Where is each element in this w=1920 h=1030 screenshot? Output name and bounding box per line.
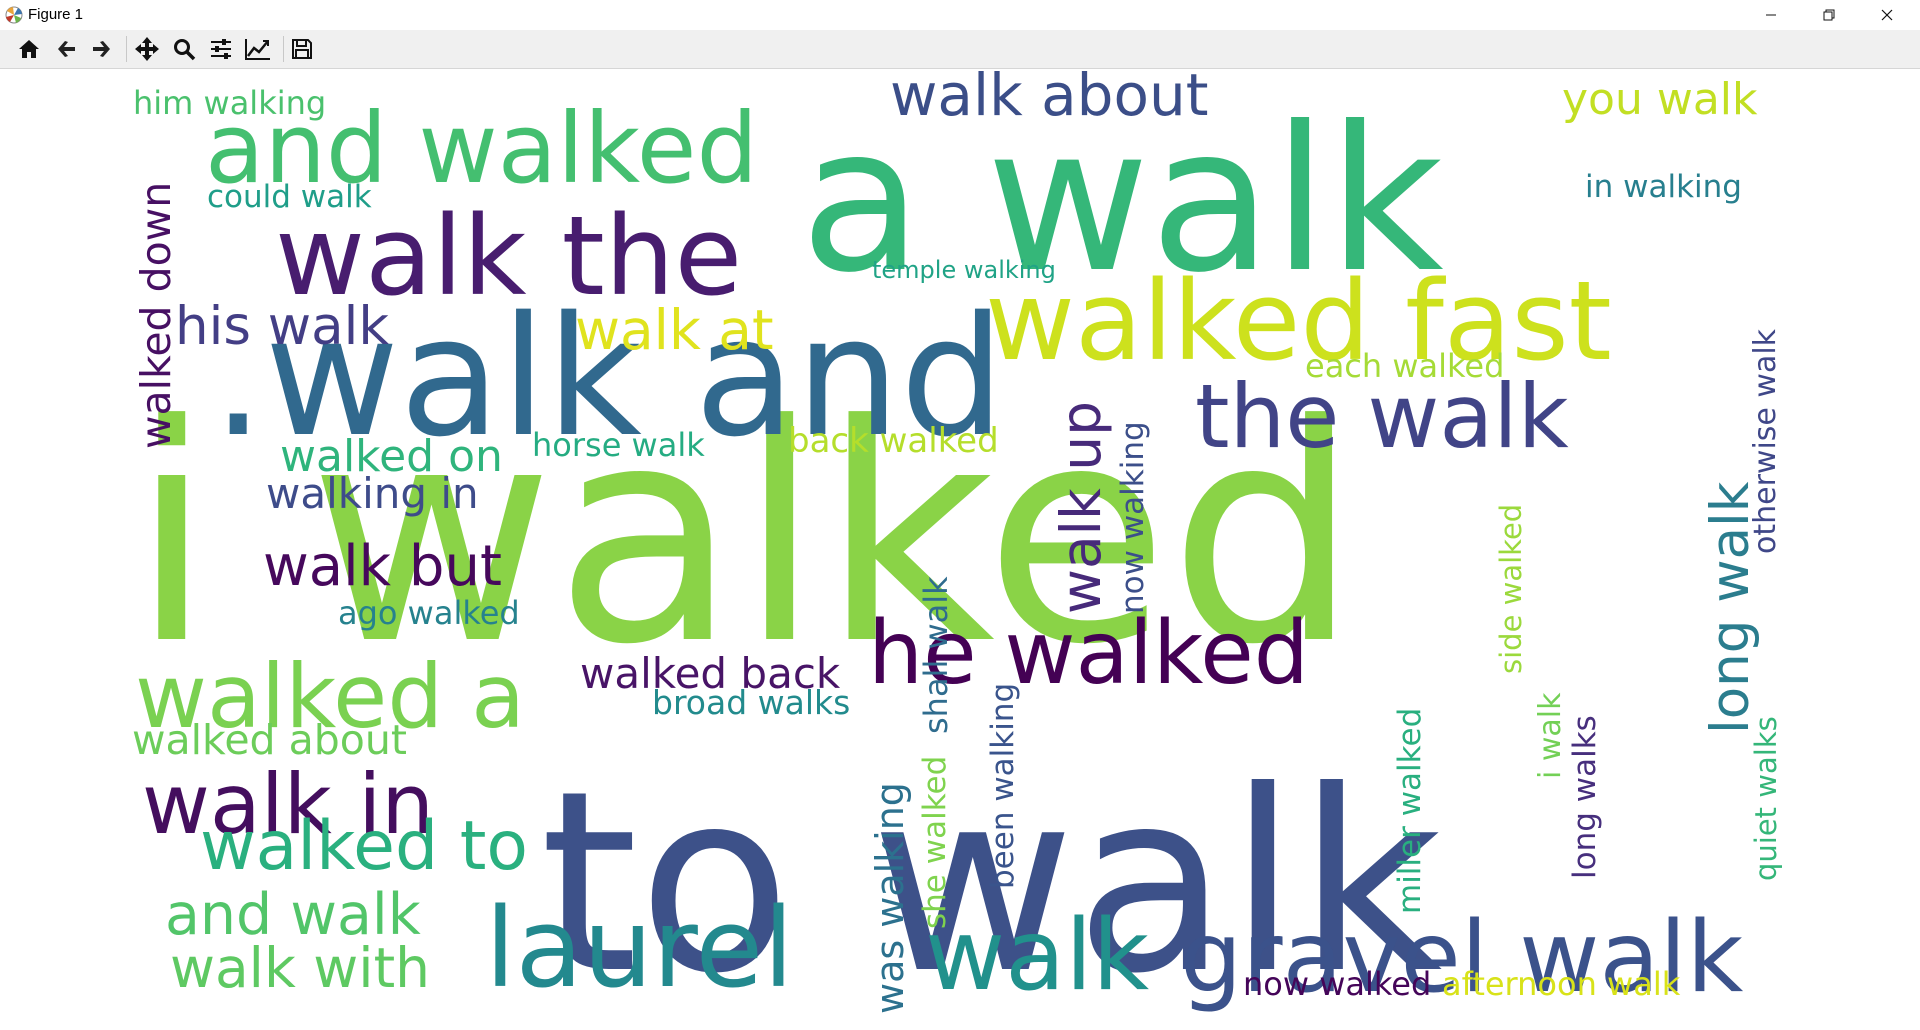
- word-cloud-word: walked down: [132, 182, 180, 449]
- word-cloud-word: walk: [925, 899, 1149, 1013]
- sliders-icon: [211, 39, 231, 59]
- title-bar: Figure 1: [0, 0, 1920, 30]
- word-cloud-word: now walked: [1243, 965, 1431, 1003]
- word-cloud-word: could walk: [207, 179, 372, 215]
- word-cloud-word: walk about: [890, 69, 1208, 129]
- pan-button[interactable]: [131, 33, 163, 65]
- word-cloud-word: walked back: [580, 649, 841, 698]
- minimize-button[interactable]: [1742, 0, 1800, 30]
- word-cloud-word: miller walked: [1392, 708, 1428, 914]
- window-title: Figure 1: [28, 6, 84, 23]
- word-cloud-word: the walk: [1195, 365, 1569, 468]
- navigation-toolbar: [0, 30, 1920, 69]
- word-cloud-word: in walking: [1585, 169, 1742, 205]
- word-cloud-word: walking in: [266, 469, 479, 518]
- magnifier-icon: [174, 39, 196, 61]
- figure-canvas[interactable]: i walked to walk a walk .walk and walked fas…: [0, 69, 1920, 1030]
- word-cloud-word: walk with: [170, 936, 430, 1000]
- close-icon: [1881, 9, 1893, 21]
- restore-icon: [1823, 9, 1835, 21]
- save-button[interactable]: [286, 33, 318, 65]
- word-cloud-word: walk but: [263, 534, 502, 599]
- word-cloud-word: walk in: [142, 756, 434, 853]
- word-cloud-word: walk up: [1049, 401, 1113, 614]
- home-icon: [19, 40, 39, 58]
- word-cloud-word: she walked: [917, 756, 953, 929]
- word-cloud-word: now walking: [1115, 421, 1151, 614]
- word-cloud-word: quiet walks: [1749, 716, 1783, 881]
- word-cloud-word: gravel walk: [1180, 901, 1744, 1015]
- toolbar-separator: [126, 36, 127, 62]
- zoom-button[interactable]: [168, 33, 200, 65]
- word-cloud-word: to walk: [540, 737, 1443, 1028]
- word-cloud-word: walk at: [575, 298, 774, 362]
- back-button[interactable]: [51, 33, 83, 65]
- home-button[interactable]: [13, 33, 45, 65]
- word-cloud-word: was walking: [868, 782, 912, 1014]
- word-cloud-word: a walk: [800, 84, 1444, 317]
- word-cloud-word: i walked: [130, 361, 1359, 710]
- forward-button[interactable]: [85, 33, 117, 65]
- word-cloud-word: walked fast: [985, 257, 1612, 385]
- word-cloud-word: been walking: [985, 683, 1021, 889]
- word-cloud-word: laurel: [485, 884, 794, 1012]
- floppy-disk-icon: [292, 39, 312, 59]
- word-cloud-word: broad walks: [652, 683, 850, 722]
- word-cloud-word: walked on: [280, 431, 503, 482]
- toolbar-separator: [283, 36, 284, 62]
- word-cloud-word: i walk: [1533, 692, 1568, 779]
- word-cloud-word: he walked: [868, 602, 1309, 704]
- minimize-icon: [1766, 14, 1776, 16]
- word-cloud-word: and walk: [165, 882, 421, 948]
- word-cloud-word: long walks: [1567, 715, 1603, 879]
- arrow-left-icon: [58, 41, 75, 57]
- word-cloud-word: each walked: [1305, 347, 1504, 385]
- line-chart-icon: [245, 39, 270, 60]
- arrow-right-icon: [93, 41, 110, 57]
- matplotlib-logo-icon: [5, 6, 23, 24]
- restore-button[interactable]: [1800, 0, 1858, 30]
- word-cloud-word: .walk and: [212, 281, 1005, 473]
- close-button[interactable]: [1858, 0, 1916, 30]
- word-cloud-word: you walk: [1562, 74, 1758, 125]
- move-icon: [135, 37, 159, 61]
- word-cloud-word: back walked: [788, 421, 999, 461]
- word-cloud-word: side walked: [1494, 504, 1528, 674]
- word-cloud-word: walked a: [135, 645, 525, 748]
- word-cloud-word: him walking: [133, 84, 326, 122]
- word-cloud-word: shall walk: [917, 576, 955, 734]
- word-cloud-word: horse walk: [532, 426, 705, 464]
- word-cloud-word: long walk: [1700, 481, 1761, 734]
- word-cloud-word: afternoon walk: [1442, 965, 1681, 1003]
- word-cloud-word: walk the: [275, 192, 742, 320]
- word-cloud-word: otherwise walk: [1748, 328, 1783, 554]
- word-cloud-word: ago walked: [338, 594, 520, 632]
- word-cloud-word: his walk: [175, 296, 389, 357]
- word-cloud-word: and walked: [205, 92, 758, 205]
- word-cloud-word: walked to: [200, 807, 528, 886]
- configure-subplots-button[interactable]: [205, 33, 237, 65]
- word-cloud-word: walked about: [132, 716, 407, 764]
- word-cloud-word: temple walking: [872, 256, 1056, 284]
- edit-axis-button[interactable]: [242, 33, 274, 65]
